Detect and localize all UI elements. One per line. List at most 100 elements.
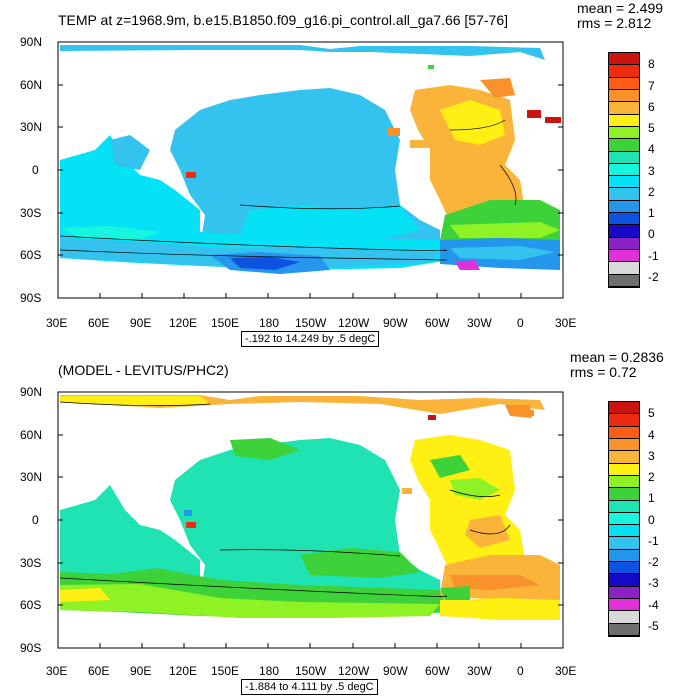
colorbar-label: 8	[648, 57, 655, 72]
lon-label: 90E	[130, 664, 152, 678]
colorbar-swatch	[609, 623, 639, 636]
colorbar-swatch	[609, 65, 639, 78]
colorbar-label: -1	[648, 533, 659, 548]
colorbar-label: -4	[648, 597, 659, 612]
colorbar-label: 1	[648, 491, 655, 506]
colorbar-label: 5	[648, 406, 655, 421]
colorbar-swatch	[609, 126, 639, 140]
lon-label: 30E	[555, 664, 577, 678]
lat-label: 90N	[20, 35, 43, 49]
lon-label: 0	[517, 316, 524, 330]
colorbar-label: 3	[648, 163, 655, 178]
lat-label: 30N	[20, 470, 43, 484]
lat-label: 0	[32, 163, 39, 177]
colorbar-swatch	[609, 488, 639, 501]
mean-value: mean = 2.499	[577, 0, 664, 16]
colorbar-swatch	[609, 512, 639, 526]
colorbar-swatch	[609, 463, 639, 476]
colorbar-label: -2	[648, 270, 659, 285]
lat-label: 90S	[20, 641, 42, 655]
lon-label: 90W	[383, 664, 408, 678]
lon-label: 120W	[338, 316, 370, 330]
colorbar-label: 7	[648, 78, 655, 93]
colorbar-label: 2	[648, 470, 655, 485]
colorbar-swatch	[609, 586, 639, 599]
contour-range-note: -.192 to 14.249 by .5 degC	[241, 331, 380, 347]
colorbar-swatch	[609, 77, 639, 90]
colorbar-label: 4	[648, 427, 655, 442]
colorbar	[608, 52, 640, 288]
colorbar-swatch	[609, 114, 639, 127]
colorbar-swatch	[609, 475, 639, 489]
lat-label: 90S	[20, 291, 42, 305]
colorbar-label: -3	[648, 576, 659, 591]
colorbar-swatch	[609, 176, 639, 189]
rms-value: rms = 2.812	[577, 15, 652, 31]
colorbar-swatch	[609, 89, 639, 103]
colorbar-label: 1	[648, 206, 655, 221]
lon-label: 60E	[88, 664, 110, 678]
lat-label: 0	[32, 513, 39, 527]
panel-title: (MODEL - LEVITUS/PHC2)	[58, 362, 229, 378]
lon-label: 150W	[295, 664, 327, 678]
lon-label: 180	[259, 664, 280, 678]
colorbar-swatch	[609, 250, 639, 263]
colorbar-label: 2	[648, 184, 655, 199]
lat-label: 60S	[20, 248, 42, 262]
colorbar-swatch	[609, 274, 639, 287]
colorbar-label: -5	[648, 619, 659, 634]
lat-label: 30N	[20, 120, 43, 134]
lon-label: 0	[517, 664, 524, 678]
mean-value: mean = 0.2836	[570, 349, 664, 365]
colorbar-swatch	[609, 562, 639, 575]
colorbar-label: 0	[648, 512, 655, 527]
colorbar-swatch	[609, 225, 639, 238]
lon-label: 120E	[169, 664, 198, 678]
lon-label: 120W	[338, 664, 370, 678]
colorbar-swatch	[609, 414, 639, 427]
colorbar-swatch	[609, 163, 639, 177]
colorbar-label: 5	[648, 121, 655, 136]
colorbar-swatch	[609, 213, 639, 226]
lon-label: 30W	[467, 664, 492, 678]
colorbar-swatch	[609, 599, 639, 612]
colorbar-swatch	[609, 525, 639, 538]
colorbar-label: -2	[648, 555, 659, 570]
lon-label: 30E	[46, 664, 68, 678]
lon-label: 150E	[211, 316, 240, 330]
lon-label: 120E	[169, 316, 198, 330]
colorbar-swatch	[609, 237, 639, 250]
lon-label: 180	[259, 316, 280, 330]
colorbar-swatch	[609, 611, 639, 624]
colorbar-label: 0	[648, 227, 655, 242]
lon-label: 30W	[467, 316, 492, 330]
lon-label: 30E	[46, 316, 68, 330]
colorbar-swatch	[609, 537, 639, 550]
colorbar-label: 3	[648, 448, 655, 463]
lon-label: 30E	[555, 316, 577, 330]
colorbar-swatch	[609, 451, 639, 464]
lat-label: 30S	[20, 206, 42, 220]
colorbar-swatch	[609, 262, 639, 275]
lon-label: 60W	[425, 664, 450, 678]
colorbar-swatch	[609, 426, 639, 439]
colorbar-label: 6	[648, 99, 655, 114]
colorbar-swatch	[609, 500, 639, 513]
colorbar	[608, 401, 640, 637]
lat-label: 60N	[20, 428, 43, 442]
lon-label: 90E	[130, 316, 152, 330]
colorbar-swatch	[609, 139, 639, 152]
colorbar-swatch	[609, 574, 639, 587]
lon-label: 150W	[295, 316, 327, 330]
colorbar-label: -1	[648, 248, 659, 263]
colorbar-swatch	[609, 188, 639, 201]
lat-label: 60S	[20, 598, 42, 612]
colorbar-swatch	[609, 402, 639, 415]
colorbar-swatch	[609, 53, 639, 66]
lat-label: 30S	[20, 556, 42, 570]
colorbar-label: 4	[648, 142, 655, 157]
contour-range-note: -1.884 to 4.111 by .5 degC	[241, 679, 378, 695]
colorbar-swatch	[609, 549, 639, 563]
